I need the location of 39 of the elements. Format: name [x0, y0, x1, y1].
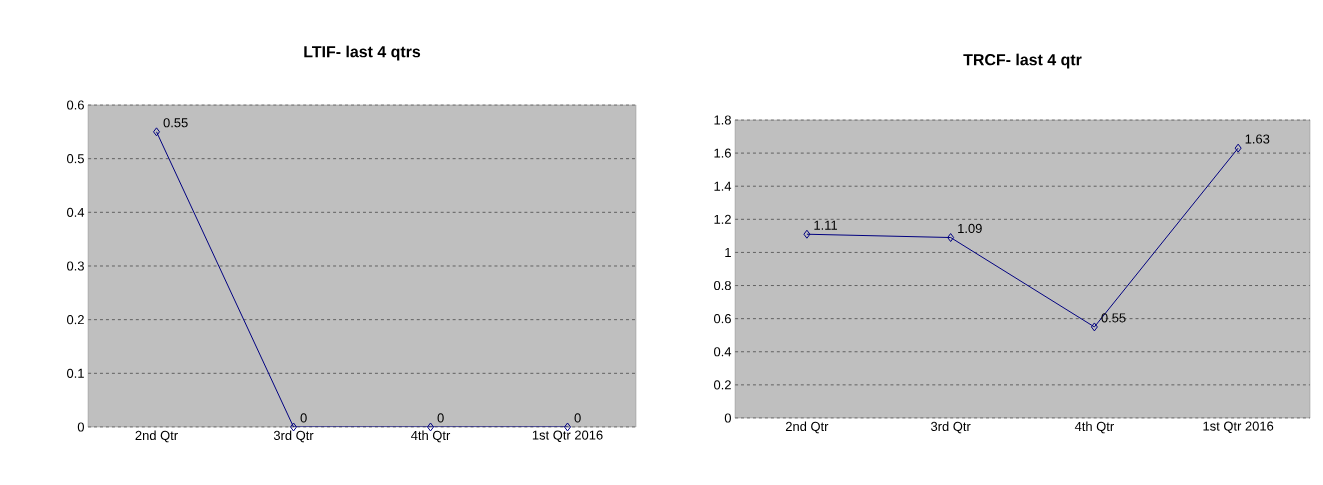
y-tick-label: 1.4 [714, 181, 732, 191]
y-tick-label: 0.1 [66, 368, 84, 378]
y-tick-label: 0 [724, 413, 731, 423]
point [803, 229, 811, 239]
data-label: 1.11 [814, 220, 838, 230]
y-tick-label: 1.8 [714, 115, 731, 125]
y-tick-label: 0.2 [714, 380, 731, 390]
x-tick-label: 4th Qtr [411, 430, 451, 443]
x-tick-label: 3rd Qtr [273, 430, 314, 443]
y-tick-label: 0.6 [66, 100, 84, 110]
data-label: 0.55 [163, 118, 188, 128]
point [947, 233, 955, 243]
x-tick-label: 2nd Qtr [785, 421, 829, 434]
x-tick-label: 1st Qtr 2016 [1203, 421, 1274, 433]
chart-title: TRCF- last 4 qtr [963, 53, 1082, 69]
y-tick-label: 0.3 [66, 261, 84, 271]
data-label: 0 [437, 413, 444, 423]
x-tick-label: 3rd Qtr [930, 421, 971, 434]
y-tick-label: 0.5 [66, 154, 84, 164]
y-tick-label: 1.6 [714, 148, 731, 158]
point [1090, 322, 1098, 332]
y-tick-label: 1 [725, 247, 731, 257]
chart-title: LTIF- last 4 qtrs [304, 45, 421, 61]
y-tick-label: 0.8 [714, 280, 731, 291]
data-label: 1.63 [1245, 134, 1270, 144]
x-tick-label: 4th Qtr [1074, 421, 1114, 434]
y-tick-label: 0 [77, 422, 84, 432]
data-label: 0 [300, 413, 307, 423]
y-tick-label: 0.4 [714, 347, 732, 357]
data-label: 1.09 [958, 223, 982, 234]
data-label: 0.55 [1101, 313, 1126, 323]
point [1234, 143, 1242, 153]
x-tick-label: 2nd Qtr [135, 430, 178, 443]
y-tick-label: 0.6 [714, 314, 731, 324]
x-tick-label: 1st Qtr 2016 [532, 430, 603, 442]
y-tick-label: 0.4 [66, 207, 85, 217]
y-tick-label: 0.2 [66, 315, 84, 325]
y-tick-label: 1.2 [714, 214, 731, 224]
data-label: 0 [574, 413, 581, 423]
